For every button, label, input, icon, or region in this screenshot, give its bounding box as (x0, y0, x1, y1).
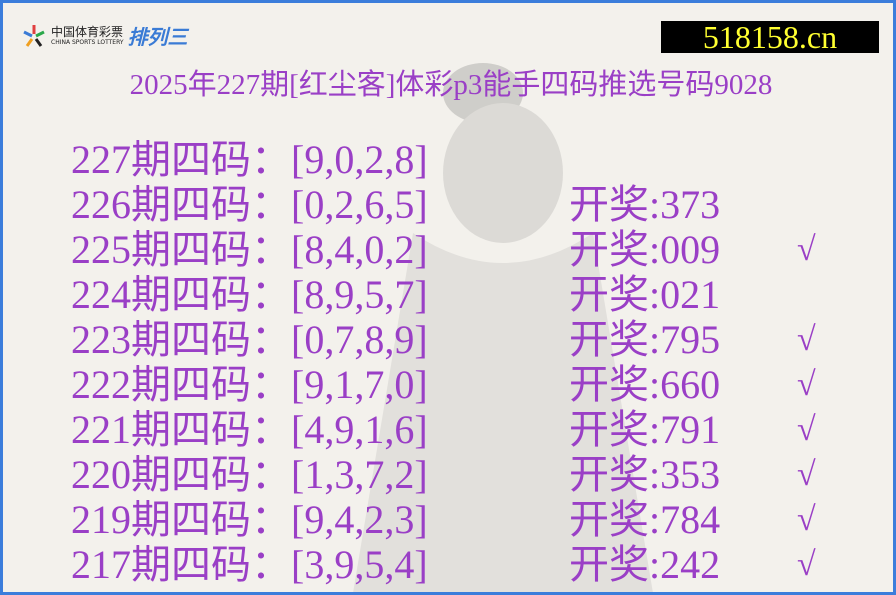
row-result-text: 开奖:373 (569, 182, 721, 227)
row-result-text: 开奖:009 (569, 227, 721, 272)
row-pick-text: 222期四码：[9,1,7,0] (71, 362, 428, 407)
row-hit-check-icon: √ (797, 321, 816, 358)
row-pick-text: 224期四码：[8,9,5,7] (71, 272, 428, 317)
row-pick-text: 220期四码：[1,3,7,2] (71, 452, 428, 497)
row-result-text: 开奖:795 (569, 317, 721, 362)
row-result-text: 开奖:242 (569, 542, 721, 587)
row-result-text: 开奖:021 (569, 272, 721, 317)
lottery-logo: 中国体育彩票 CHINA SPORTS LOTTERY 排列三 (21, 21, 188, 50)
row-pick-text: 221期四码：[4,9,1,6] (71, 407, 428, 452)
row-pick-text: 219期四码：[9,4,2,3] (71, 497, 428, 542)
row-hit-check-icon: √ (797, 546, 816, 583)
logo-en-text: CHINA SPORTS LOTTERY (51, 38, 124, 46)
page-title: 2025年227期[红尘客]体彩p3能手四码推选号码9028 (129, 69, 773, 101)
logo-product: 排列三 (127, 25, 188, 49)
row-result-text: 开奖:353 (569, 452, 721, 497)
row-result-text: 开奖:791 (569, 407, 721, 452)
row-pick-text: 227期四码：[9,0,2,8] (71, 137, 428, 182)
lottery-star-icon (23, 24, 45, 47)
row-pick-text: 217期四码：[3,9,5,4] (71, 542, 428, 587)
row-result-text: 开奖:660 (569, 362, 721, 407)
row-pick-text: 226期四码：[0,2,6,5] (71, 182, 428, 227)
row-hit-check-icon: √ (797, 411, 816, 448)
row-pick-text: 225期四码：[8,4,0,2] (71, 227, 428, 272)
row-hit-check-icon: √ (797, 501, 816, 538)
row-hit-check-icon: √ (797, 456, 816, 493)
row-hit-check-icon: √ (797, 366, 816, 403)
background-figure-illustration (353, 63, 653, 592)
logo-cn-text: 中国体育彩票 (51, 24, 124, 39)
row-hit-check-icon: √ (797, 231, 816, 268)
row-result-text: 开奖:784 (569, 497, 721, 542)
site-badge: 518158.cn (661, 21, 879, 53)
row-pick-text: 223期四码：[0,7,8,9] (71, 317, 428, 362)
